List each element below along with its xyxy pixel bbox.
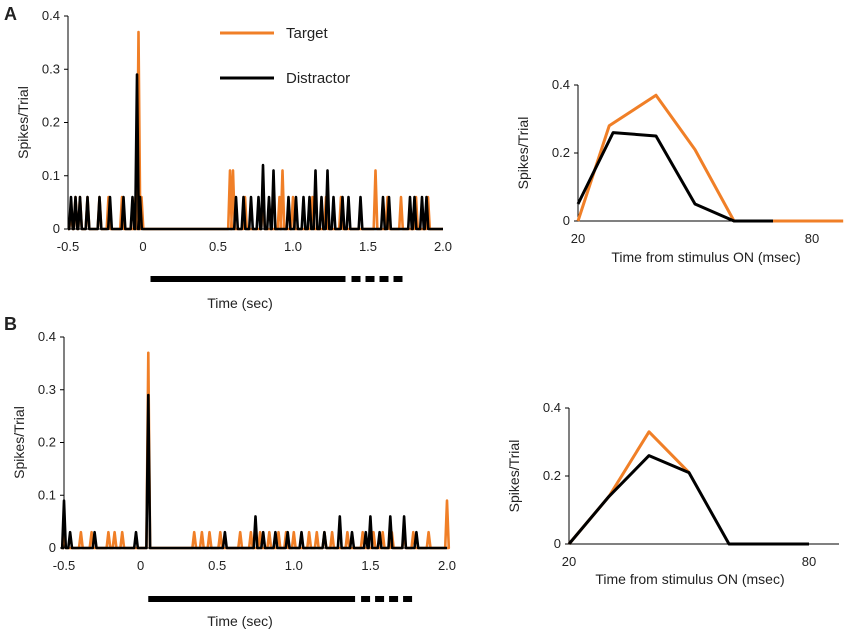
x-tick-label: 2.0 [438, 558, 456, 573]
stimulus-bar-solid [148, 596, 356, 602]
legend-distractor-label: Distractor [286, 70, 350, 87]
y-tick-label: 0 [563, 213, 570, 228]
x-tick-label: 0.5 [208, 558, 226, 573]
x-tick-label: 80 [802, 554, 816, 569]
panel-b-inset: 0 0.2 0.4 20 80 Spikes/Trial Time from stimulu… [506, 400, 839, 587]
x-tick-label: 20 [571, 231, 585, 246]
x-tick-label: -0.5 [57, 239, 79, 254]
y-tick-label: 0 [554, 536, 561, 551]
panel-a-inset: 0 0.2 0.4 20 80 Spikes/Trial Time from stimulu… [515, 77, 844, 265]
y-tick-label: 0.1 [38, 487, 56, 502]
y-tick-label: 0.4 [38, 329, 56, 344]
x-tick-label: 1.5 [359, 239, 377, 254]
panel-b-letter: B [4, 314, 17, 334]
panel-b: 0 0.1 0.2 0.3 0.4 -0.5 0 0.5 1.0 1.5 2.0 Spikes/Tri… [11, 329, 456, 629]
legend: Target Distractor [220, 25, 350, 87]
series-distractor-line [60, 393, 447, 550]
panel-a: 0 0.1 0.2 0.3 0.4 -0.5 0 0.5 1.0 1.5 2.0 Spikes/Tri… [15, 8, 452, 311]
y-tick-label: 0 [49, 540, 56, 555]
y-tick-label: 0.2 [38, 435, 56, 450]
y-axis-label: Spikes/Trial [15, 86, 31, 159]
y-tick-label: 0.2 [42, 115, 60, 130]
y-tick-label: 0.4 [543, 400, 561, 415]
y-tick-label: 0.2 [543, 468, 561, 483]
series-distractor-line [567, 454, 809, 546]
x-tick-label: 20 [562, 554, 576, 569]
y-axis-label: Spikes/Trial [506, 440, 522, 513]
x-tick-label: 2.0 [434, 239, 452, 254]
y-tick-label: 0.4 [42, 8, 60, 23]
x-axis-label: Time from stimulus ON (msec) [611, 249, 800, 265]
y-tick-label: 0.2 [552, 145, 570, 160]
x-tick-label: -0.5 [53, 558, 75, 573]
x-tick-label: 1.0 [285, 558, 303, 573]
x-axis-label: Time from stimulus ON (msec) [595, 571, 784, 587]
x-tick-label: 1.0 [284, 239, 302, 254]
series-target-line [567, 430, 691, 545]
y-axis-label: Spikes/Trial [515, 117, 531, 190]
x-axis-label: Time (sec) [207, 613, 273, 629]
x-axis-label: Time (sec) [207, 295, 273, 311]
y-tick-label: 0.3 [42, 61, 60, 76]
series-distractor-line [67, 73, 443, 231]
y-tick-label: 0.4 [552, 77, 570, 92]
y-tick-label: 0.3 [38, 382, 56, 397]
x-tick-label: 80 [805, 231, 819, 246]
series-target-line [576, 93, 844, 223]
x-tick-label: 0 [139, 239, 146, 254]
y-axis-label: Spikes/Trial [11, 406, 27, 479]
x-tick-label: 0 [137, 558, 144, 573]
y-tick-label: 0 [53, 221, 60, 236]
panel-a-letter: A [4, 4, 17, 24]
legend-target-label: Target [286, 25, 329, 42]
x-tick-label: 1.5 [361, 558, 379, 573]
series-distractor-line [576, 131, 773, 223]
stimulus-bar-solid [150, 276, 346, 282]
x-tick-label: 0.5 [209, 239, 227, 254]
y-tick-label: 0.1 [42, 168, 60, 183]
